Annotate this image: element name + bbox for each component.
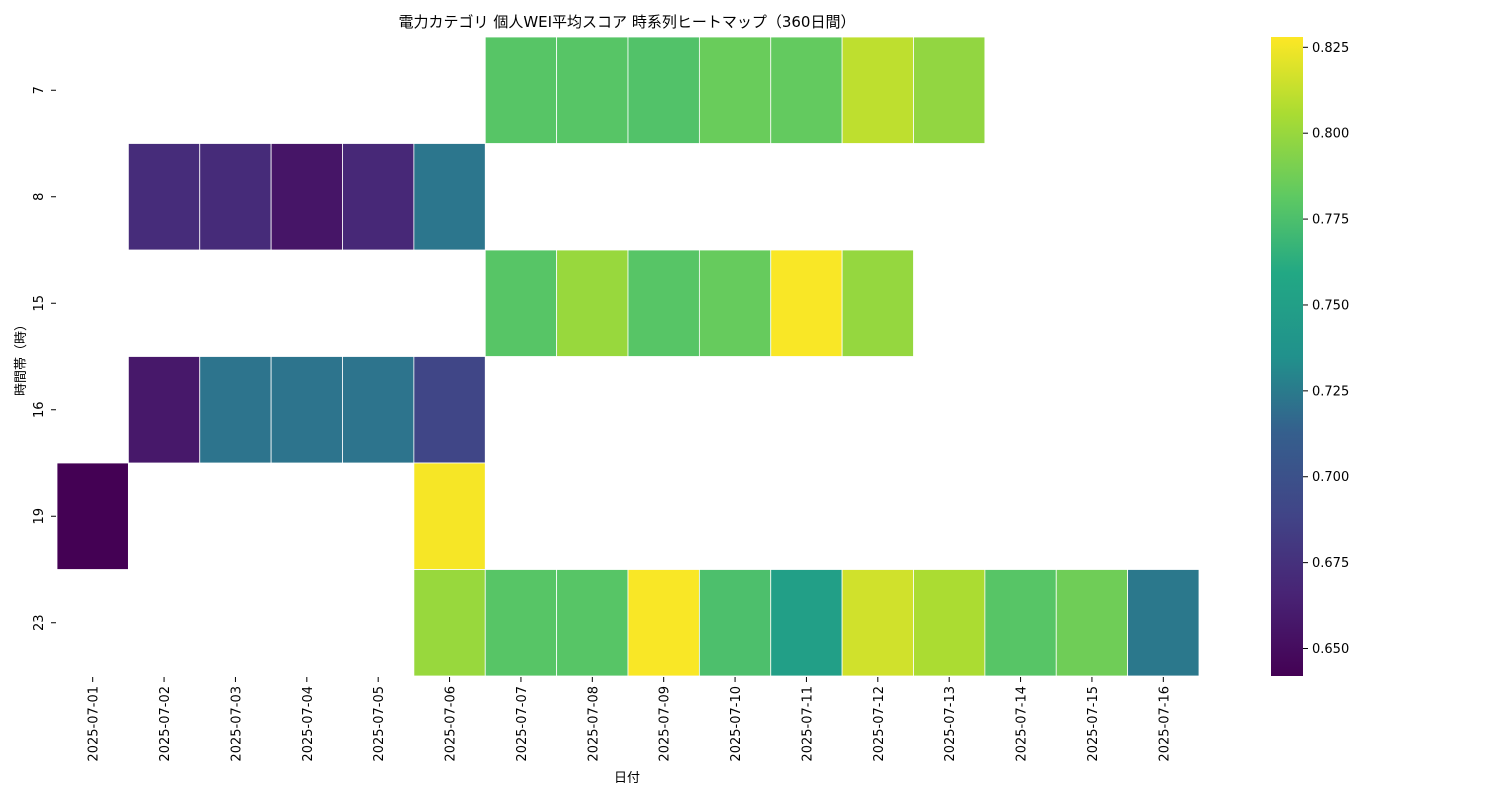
y-tick-label: 23 bbox=[32, 614, 47, 631]
x-tick-label: 2025-07-05 bbox=[372, 686, 387, 762]
heatmap-cell bbox=[770, 249, 843, 357]
colorbar-tick-label: 0.750 bbox=[1312, 298, 1349, 313]
x-tick-label: 2025-07-10 bbox=[729, 686, 744, 762]
y-tick-label: 7 bbox=[32, 86, 47, 94]
x-tick-label: 2025-07-08 bbox=[586, 686, 601, 762]
colorbar-tick-label: 0.650 bbox=[1312, 642, 1349, 657]
heatmap-cell bbox=[627, 569, 700, 677]
heatmap-cell bbox=[913, 569, 986, 677]
colorbar bbox=[1271, 37, 1303, 676]
colorbar-tick-label: 0.675 bbox=[1312, 556, 1349, 571]
heatmap-cell bbox=[484, 249, 558, 357]
y-axis-ticks: 7 8 15 16 19 23 bbox=[32, 86, 56, 631]
colorbar-ticks: 0.650 0.675 0.700 0.725 0.750 0.775 0.800 0.825 bbox=[1303, 41, 1349, 657]
x-tick-label: 2025-07-01 bbox=[87, 686, 102, 762]
heatmap-cell bbox=[413, 462, 486, 570]
colorbar-tick-label: 0.775 bbox=[1312, 213, 1349, 228]
heatmap-cell bbox=[413, 356, 486, 464]
heatmap-cell bbox=[841, 36, 914, 144]
x-tick-label: 2025-07-09 bbox=[658, 686, 673, 762]
heatmap-cell bbox=[627, 249, 700, 357]
x-axis-ticks: 2025-07-01 2025-07-02 2025-07-03 2025-07-04… bbox=[87, 677, 1172, 762]
x-tick-label: 2025-07-15 bbox=[1086, 686, 1101, 762]
heatmap-cell bbox=[484, 569, 558, 677]
heatmap-cell bbox=[270, 143, 343, 251]
heatmap-cell bbox=[556, 36, 629, 144]
heatmap-cells bbox=[56, 36, 1200, 677]
heatmap-cell bbox=[342, 356, 415, 464]
colorbar-tick-label: 0.700 bbox=[1312, 470, 1349, 485]
heatmap-cell bbox=[484, 36, 558, 144]
heatmap-cell bbox=[127, 356, 201, 464]
x-tick-label: 2025-07-06 bbox=[444, 686, 459, 762]
heatmap-cell bbox=[413, 143, 486, 251]
x-tick-label: 2025-07-11 bbox=[800, 686, 815, 762]
heatmap-cell bbox=[199, 143, 272, 251]
heatmap-cell bbox=[913, 36, 986, 144]
y-axis-label: 時間帯（時） bbox=[14, 318, 29, 396]
y-tick-label: 15 bbox=[32, 295, 47, 312]
chart-title: 電力カテゴリ 個人WEI平均スコア 時系列ヒートマップ（360日間） bbox=[399, 13, 856, 31]
heatmap-cell bbox=[56, 462, 129, 570]
x-tick-label: 2025-07-02 bbox=[158, 686, 173, 762]
heatmap-cell bbox=[841, 249, 914, 357]
heatmap-cell bbox=[413, 569, 486, 677]
x-tick-label: 2025-07-14 bbox=[1015, 686, 1030, 762]
x-axis-label: 日付 bbox=[614, 771, 640, 786]
x-tick-label: 2025-07-13 bbox=[943, 686, 958, 762]
heatmap-cell bbox=[770, 36, 843, 144]
heatmap-cell bbox=[270, 356, 343, 464]
x-tick-label: 2025-07-12 bbox=[872, 686, 887, 762]
heatmap-cell bbox=[1127, 569, 1200, 677]
x-tick-label: 2025-07-07 bbox=[515, 686, 530, 762]
heatmap-cell bbox=[698, 569, 772, 677]
heatmap-cell bbox=[770, 569, 843, 677]
colorbar-tick-label: 0.800 bbox=[1312, 127, 1349, 142]
x-tick-label: 2025-07-03 bbox=[229, 686, 244, 762]
colorbar-tick-label: 0.825 bbox=[1312, 41, 1349, 56]
y-tick-label: 19 bbox=[32, 508, 47, 525]
heatmap-cell bbox=[984, 569, 1057, 677]
x-tick-label: 2025-07-04 bbox=[301, 686, 316, 762]
heatmap-cell bbox=[627, 36, 700, 144]
heatmap-cell bbox=[841, 569, 914, 677]
colorbar-tick-label: 0.725 bbox=[1312, 384, 1349, 399]
heatmap-cell bbox=[556, 569, 629, 677]
y-tick-label: 8 bbox=[32, 193, 47, 201]
heatmap-cell bbox=[342, 143, 415, 251]
heatmap-cell bbox=[199, 356, 272, 464]
heatmap-cell bbox=[698, 249, 772, 357]
heatmap-cell bbox=[556, 249, 629, 357]
heatmap-cell bbox=[1055, 569, 1129, 677]
heatmap-cell bbox=[127, 143, 201, 251]
heatmap-cell bbox=[698, 36, 772, 144]
y-tick-label: 16 bbox=[32, 401, 47, 418]
x-tick-label: 2025-07-16 bbox=[1157, 686, 1172, 762]
